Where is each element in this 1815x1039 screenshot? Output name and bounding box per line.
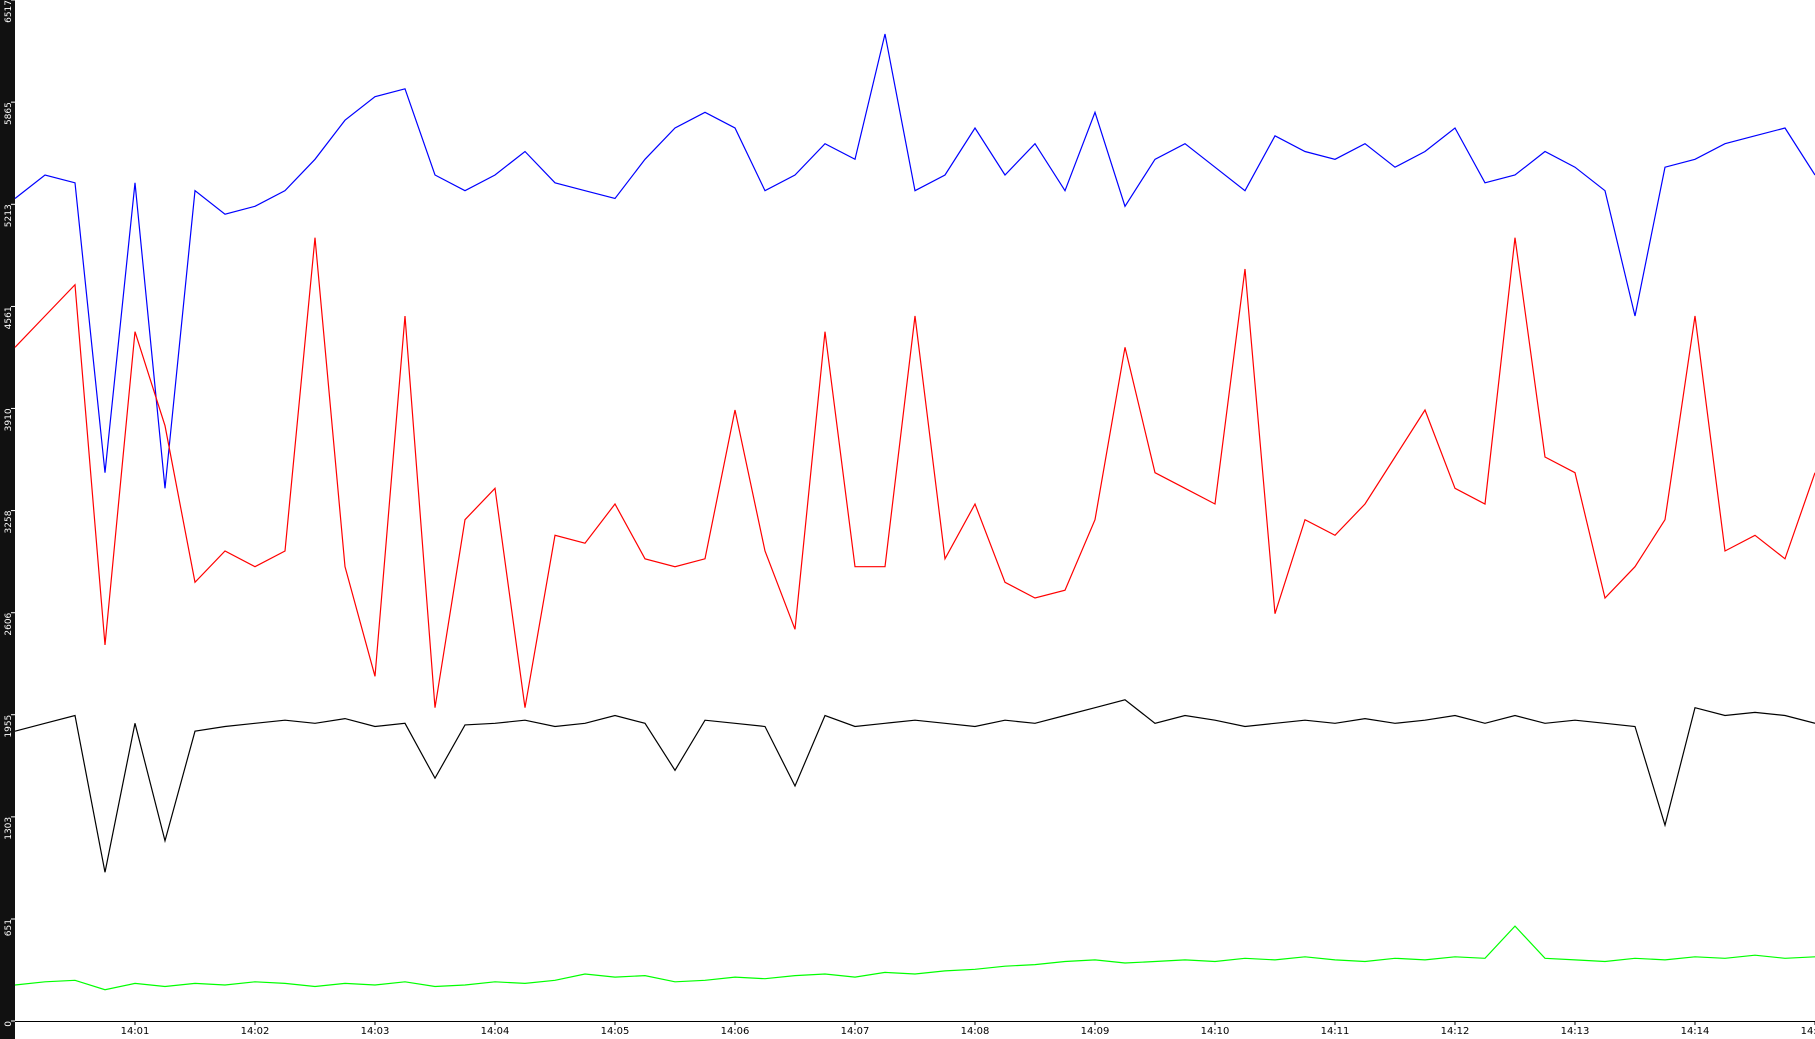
y-tick-label: 0 [4,1021,14,1027]
y-axis-strip [0,0,15,1039]
series-line [14,925,1815,991]
y-tick-label: 1303 [4,817,14,840]
series-line [14,33,1815,489]
x-tick-label: 14:15 [1801,1026,1815,1037]
y-tick-label: 651 [4,919,14,936]
x-tick-label: 14:13 [1561,1026,1590,1037]
x-tick-label: 14:11 [1321,1026,1350,1037]
x-tick-label: 14:10 [1201,1026,1230,1037]
y-tick-label: 2606 [4,612,14,635]
y-tick-label: 3910 [4,408,14,431]
y-tick-label: 6517 [4,0,14,23]
y-tick-label: 5865 [4,102,14,125]
x-tick-label: 14:03 [361,1026,390,1037]
x-tick-label: 14:14 [1681,1026,1710,1037]
series-line [14,699,1815,873]
x-tick-label: 14:06 [721,1026,750,1037]
x-tick-label: 14:04 [481,1026,510,1037]
x-tick-label: 14:01 [121,1026,150,1037]
x-tick-label: 14:09 [1081,1026,1110,1037]
y-tick-label: 4561 [4,306,14,329]
y-tick-label: 1955 [4,715,14,738]
x-tick-label: 14:12 [1441,1026,1470,1037]
y-tick-label: 5213 [4,204,14,227]
series-line [14,237,1815,708]
x-tick-label: 14:07 [841,1026,870,1037]
x-tick-label: 14:05 [601,1026,630,1037]
x-tick-label: 14:02 [241,1026,270,1037]
y-tick-label: 3258 [4,510,14,533]
x-tick-label: 14:08 [961,1026,990,1037]
